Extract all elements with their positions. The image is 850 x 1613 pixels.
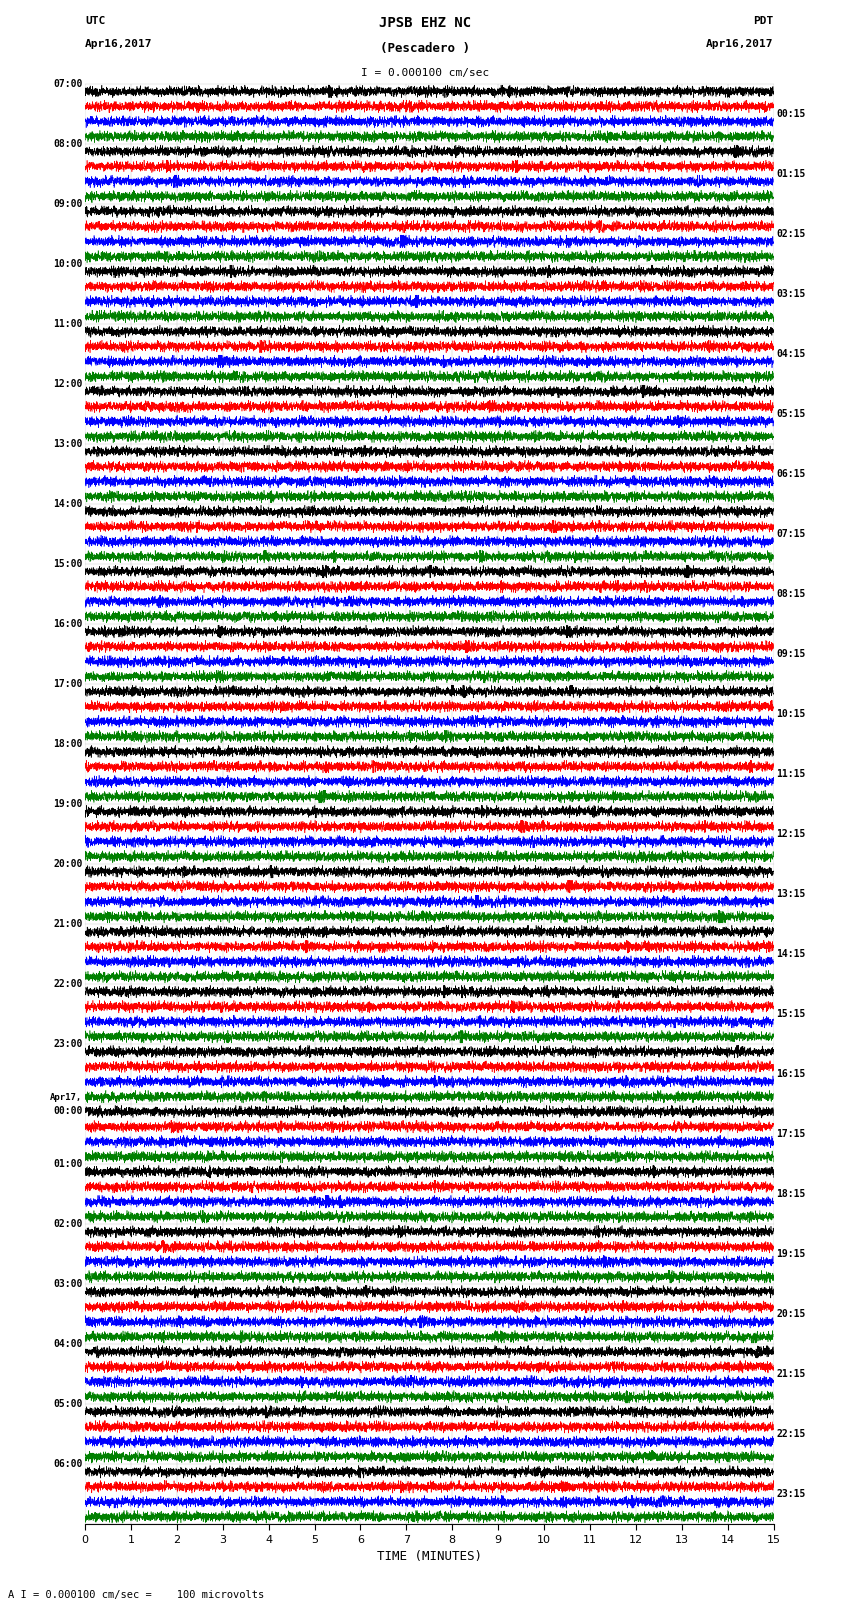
Text: 00:15: 00:15 [776, 110, 806, 119]
Text: 09:00: 09:00 [53, 198, 82, 210]
Text: 20:00: 20:00 [53, 860, 82, 869]
Text: 12:00: 12:00 [53, 379, 82, 389]
Text: 13:00: 13:00 [53, 439, 82, 448]
Text: 07:15: 07:15 [776, 529, 806, 539]
Text: 20:15: 20:15 [776, 1310, 806, 1319]
Text: 02:00: 02:00 [53, 1219, 82, 1229]
Text: PDT: PDT [753, 16, 774, 26]
Text: 02:15: 02:15 [776, 229, 806, 239]
Text: 09:15: 09:15 [776, 648, 806, 660]
Text: 16:00: 16:00 [53, 619, 82, 629]
Text: 01:00: 01:00 [53, 1160, 82, 1169]
Text: JPSB EHZ NC: JPSB EHZ NC [379, 16, 471, 31]
Text: 18:00: 18:00 [53, 739, 82, 748]
Text: 21:00: 21:00 [53, 919, 82, 929]
Text: 04:15: 04:15 [776, 348, 806, 360]
Text: 07:00: 07:00 [53, 79, 82, 89]
Text: 18:15: 18:15 [776, 1189, 806, 1198]
Text: 19:15: 19:15 [776, 1248, 806, 1260]
Text: 00:00: 00:00 [53, 1105, 82, 1116]
Text: 23:15: 23:15 [776, 1489, 806, 1498]
Text: I = 0.000100 cm/sec: I = 0.000100 cm/sec [361, 68, 489, 77]
Text: 15:00: 15:00 [53, 560, 82, 569]
Text: 03:00: 03:00 [53, 1279, 82, 1289]
Text: 13:15: 13:15 [776, 889, 806, 898]
Text: 17:00: 17:00 [53, 679, 82, 689]
Text: (Pescadero ): (Pescadero ) [380, 42, 470, 55]
Text: 14:15: 14:15 [776, 948, 806, 960]
Text: Apr17,: Apr17, [50, 1094, 82, 1102]
Text: 23:00: 23:00 [53, 1039, 82, 1048]
Text: 12:15: 12:15 [776, 829, 806, 839]
Text: 22:00: 22:00 [53, 979, 82, 989]
Text: Apr16,2017: Apr16,2017 [85, 39, 152, 48]
Text: 05:00: 05:00 [53, 1398, 82, 1410]
Text: 16:15: 16:15 [776, 1069, 806, 1079]
Text: 22:15: 22:15 [776, 1429, 806, 1439]
Text: Apr16,2017: Apr16,2017 [706, 39, 774, 48]
Text: A I = 0.000100 cm/sec =    100 microvolts: A I = 0.000100 cm/sec = 100 microvolts [8, 1590, 264, 1600]
Text: 06:15: 06:15 [776, 469, 806, 479]
Text: 03:15: 03:15 [776, 289, 806, 298]
Text: 04:00: 04:00 [53, 1339, 82, 1348]
Text: 08:15: 08:15 [776, 589, 806, 598]
Text: UTC: UTC [85, 16, 105, 26]
Text: 08:00: 08:00 [53, 139, 82, 148]
Text: 19:00: 19:00 [53, 798, 82, 810]
Text: 14:00: 14:00 [53, 498, 82, 510]
Text: 11:00: 11:00 [53, 319, 82, 329]
Text: 06:00: 06:00 [53, 1460, 82, 1469]
Text: 11:15: 11:15 [776, 769, 806, 779]
Text: 17:15: 17:15 [776, 1129, 806, 1139]
Text: 15:15: 15:15 [776, 1010, 806, 1019]
X-axis label: TIME (MINUTES): TIME (MINUTES) [377, 1550, 482, 1563]
Text: 05:15: 05:15 [776, 410, 806, 419]
Text: 10:15: 10:15 [776, 710, 806, 719]
Text: 01:15: 01:15 [776, 169, 806, 179]
Text: 10:00: 10:00 [53, 260, 82, 269]
Text: 21:15: 21:15 [776, 1369, 806, 1379]
